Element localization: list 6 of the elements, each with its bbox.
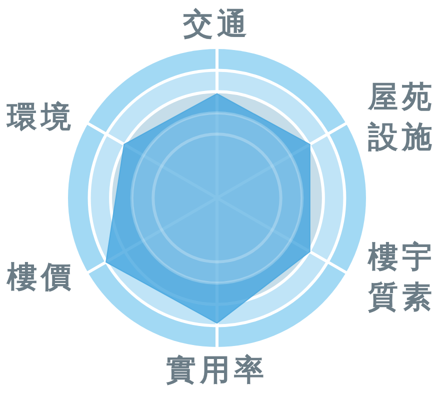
spoke-label: 環境 — [7, 99, 75, 137]
spoke-label: 交通 — [183, 6, 251, 44]
spoke-label: 實用率 — [166, 352, 268, 390]
spoke-label: 樓宇質素 — [368, 239, 437, 317]
spoke-label: 屋苑設施 — [368, 79, 437, 157]
spoke-label: 樓價 — [7, 259, 75, 297]
